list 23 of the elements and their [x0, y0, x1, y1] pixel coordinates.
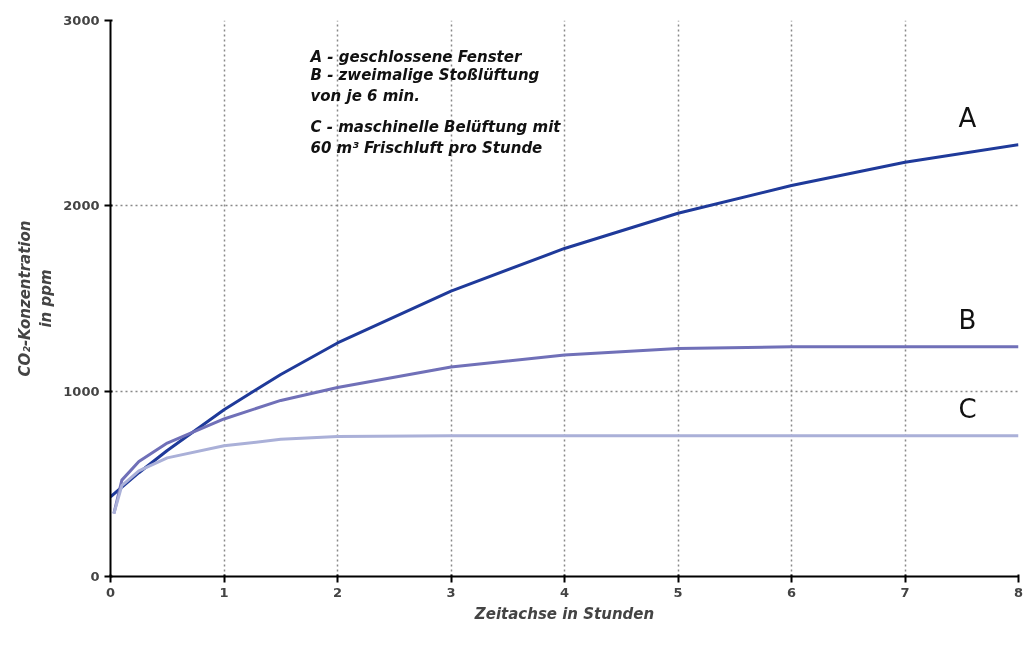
series-label: C — [958, 393, 977, 424]
annotation: C - maschinelle Belüftung mit 60 m³ Frischluft pro Stunde — [310, 117, 562, 158]
x-tick-label: 3 — [446, 584, 456, 600]
y-tick-label: 1000 — [63, 383, 100, 399]
x-tick-label: 7 — [900, 584, 910, 600]
x-tick-label: 4 — [559, 584, 570, 600]
x-tick-label: 6 — [786, 584, 797, 600]
x-tick-label: 2 — [332, 584, 343, 600]
line-series — [112, 434, 1019, 515]
x-tick-label: 8 — [1013, 584, 1024, 600]
series-label: A — [958, 102, 977, 133]
y-tick-label: 2000 — [63, 198, 100, 214]
annotation: A - geschlossene Fenster — [309, 47, 523, 66]
y-tick-label: 0 — [90, 569, 100, 584]
line-series — [110, 143, 1019, 499]
y-axis-title: CO₂-Konzentration in ppm — [15, 220, 56, 377]
y-tick-label: 3000 — [63, 13, 100, 28]
x-tick-label: 0 — [105, 584, 116, 600]
series-label: B — [958, 304, 977, 335]
x-tick-label: 5 — [673, 584, 683, 600]
x-axis-title: Zeitachse in Stunden — [473, 604, 655, 623]
annotation: B - zweimalige Stoßlüftung von je 6 min. — [310, 65, 540, 106]
x-tick-label: 1 — [219, 584, 229, 600]
